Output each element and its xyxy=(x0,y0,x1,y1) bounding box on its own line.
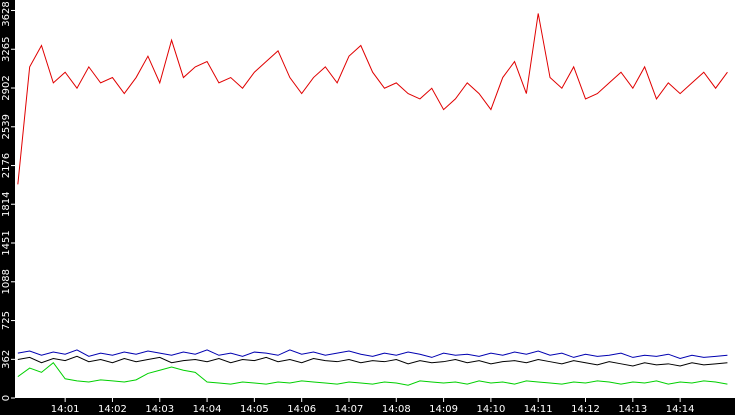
y-tick-label: 3628 xyxy=(1,1,12,26)
series-line xyxy=(17,349,728,360)
y-tick-label: 725 xyxy=(1,311,12,330)
x-tick-label: 14:13 xyxy=(618,404,647,415)
y-tick-label: 2902 xyxy=(1,75,12,100)
x-tick-label: 14:01 xyxy=(51,404,80,415)
x-tick-label: 14:05 xyxy=(240,404,269,415)
x-tick-label: 14:10 xyxy=(476,404,505,415)
x-tick-label: 14:04 xyxy=(193,404,222,415)
y-tick-label: 2176 xyxy=(1,153,12,178)
x-tick-label: 14:11 xyxy=(524,404,553,415)
x-tick-label: 14:14 xyxy=(666,404,695,415)
y-tick-label: 1088 xyxy=(1,269,12,294)
x-tick-label: 14:03 xyxy=(145,404,174,415)
series-line xyxy=(17,362,728,386)
x-tick-label: 14:07 xyxy=(335,404,364,415)
x-tick-label: 14:02 xyxy=(98,404,127,415)
series-line xyxy=(17,355,728,367)
y-tick-label: 362 xyxy=(1,350,12,369)
y-axis-strip xyxy=(0,0,15,415)
x-tick-label: 14:12 xyxy=(571,404,600,415)
y-tick-label: 3265 xyxy=(1,37,12,62)
y-tick-label: 2539 xyxy=(1,114,12,139)
y-tick-label: 0 xyxy=(1,395,12,401)
series-line xyxy=(17,13,728,185)
x-tick-label: 14:09 xyxy=(429,404,458,415)
y-tick-label: 1451 xyxy=(1,230,12,255)
x-axis-strip xyxy=(0,398,735,415)
x-tick-label: 14:06 xyxy=(287,404,316,415)
y-tick-label: 1814 xyxy=(1,192,12,217)
x-tick-label: 14:08 xyxy=(382,404,411,415)
